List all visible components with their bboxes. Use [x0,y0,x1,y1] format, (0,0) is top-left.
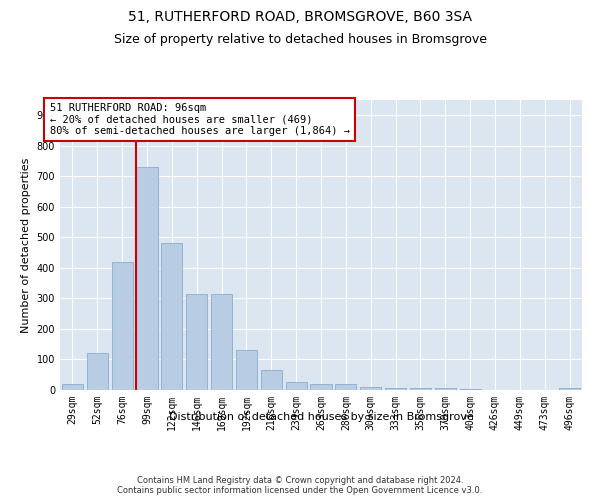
Bar [286,382,307,390]
Bar [161,243,182,390]
Bar [559,388,580,390]
Bar [310,384,332,390]
Bar [236,350,257,390]
Text: Distribution of detached houses by size in Bromsgrove: Distribution of detached houses by size … [169,412,473,422]
Bar [62,384,83,390]
Bar [360,387,381,390]
Bar [435,388,456,390]
Text: Contains HM Land Registry data © Crown copyright and database right 2024.
Contai: Contains HM Land Registry data © Crown c… [118,476,482,495]
Bar [87,353,108,390]
Bar [410,388,431,390]
Bar [335,384,356,390]
Text: 51, RUTHERFORD ROAD, BROMSGROVE, B60 3SA: 51, RUTHERFORD ROAD, BROMSGROVE, B60 3SA [128,10,472,24]
Text: Size of property relative to detached houses in Bromsgrove: Size of property relative to detached ho… [113,32,487,46]
Y-axis label: Number of detached properties: Number of detached properties [21,158,31,332]
Bar [385,388,406,390]
Bar [261,370,282,390]
Text: 51 RUTHERFORD ROAD: 96sqm
← 20% of detached houses are smaller (469)
80% of semi: 51 RUTHERFORD ROAD: 96sqm ← 20% of detac… [50,103,350,136]
Bar [136,167,158,390]
Bar [211,294,232,390]
Bar [112,262,133,390]
Bar [186,294,207,390]
